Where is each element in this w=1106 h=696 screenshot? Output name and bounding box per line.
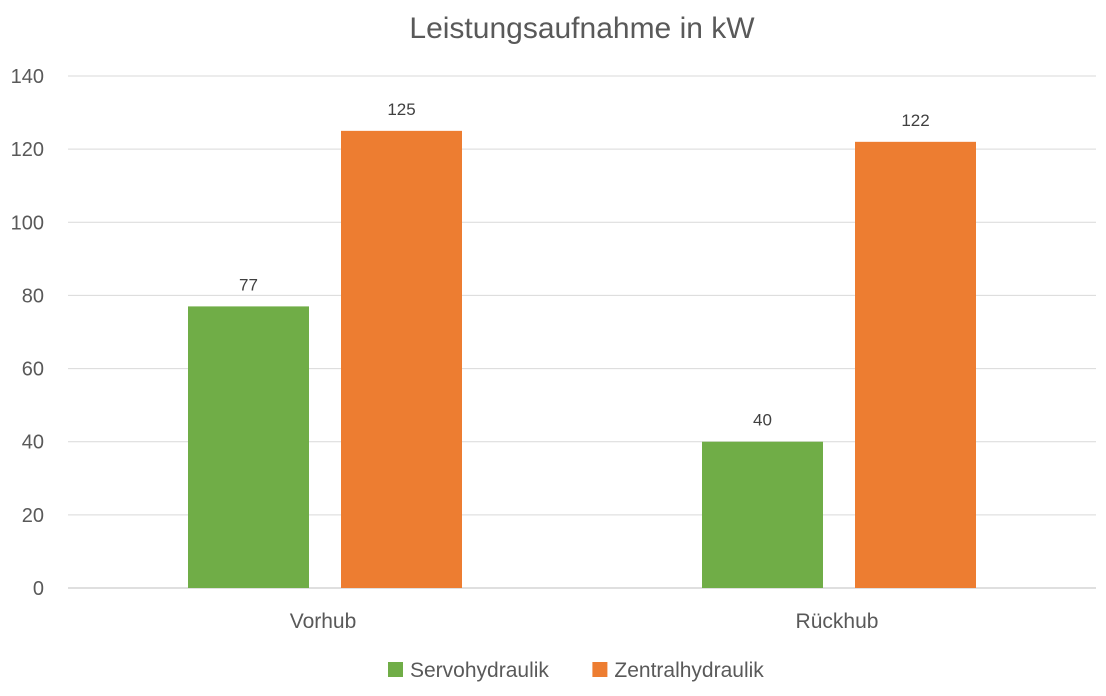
y-tick-label: 140 [11,66,44,88]
legend-label: Zentralhydraulik [614,659,764,682]
x-axis-ticks: Vorhub Rückhub [290,610,879,633]
bar-zentralhydraulik-rückhub [855,141,976,589]
x-tick-label: Vorhub [290,610,357,633]
legend: Servohydraulik Zentralhydraulik [388,659,764,682]
y-tick-label: 80 [22,285,44,307]
y-tick-label: 100 [11,212,44,234]
y-tick-label: 40 [22,432,44,454]
legend-swatch [592,662,608,677]
data-label: 77 [239,275,258,294]
data-label: 40 [753,411,772,430]
bar-servohydraulik-vorhub [188,306,309,588]
x-tick-label: Rückhub [796,610,879,633]
y-tick-label: 120 [11,139,44,161]
chart-title: Leistungsaufnahme in kW [409,12,755,45]
y-axis-ticks: 0 20 40 60 80 100 120 140 [11,66,44,600]
bars [188,130,976,589]
data-label: 122 [901,111,929,130]
bar-zentralhydraulik-vorhub [341,130,462,588]
bar-servohydraulik-rückhub [702,441,823,588]
legend-label: Servohydraulik [410,659,549,682]
y-tick-label: 0 [33,578,44,600]
y-tick-label: 20 [22,505,44,527]
data-label: 125 [387,100,415,119]
data-labels: 77 125 40 122 [239,100,930,430]
y-tick-label: 60 [22,359,44,381]
legend-swatch [388,662,403,677]
